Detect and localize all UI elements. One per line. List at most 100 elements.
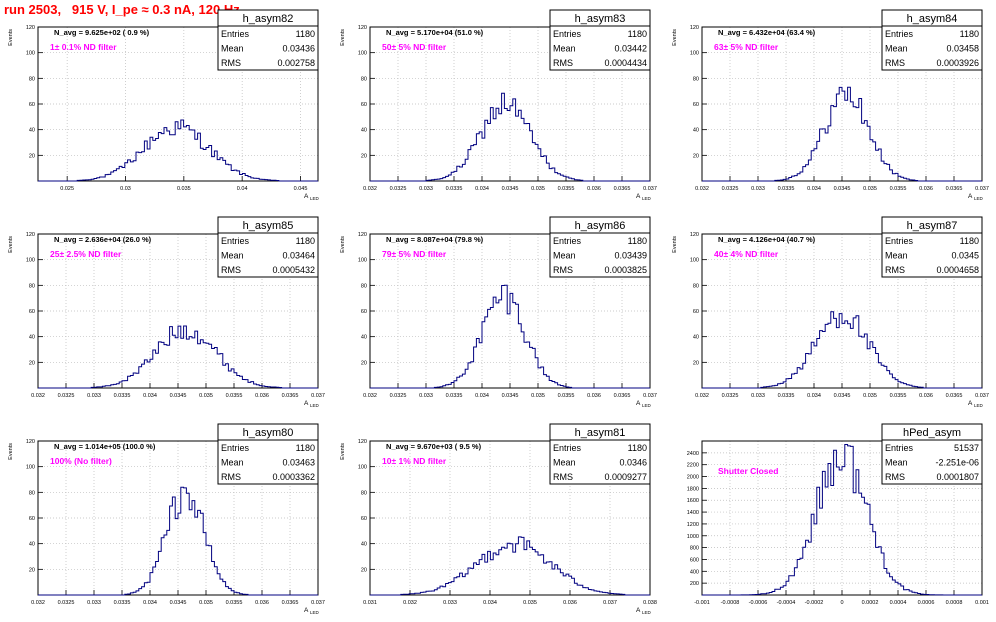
x-tick-label: 0.034	[143, 393, 157, 399]
stats-key-rms: RMS	[885, 472, 905, 482]
y-tick-label: 40	[361, 128, 367, 134]
y-axis-label: Events	[8, 236, 14, 253]
stats-box	[217, 9, 319, 71]
x-tick-label: 0.0335	[778, 393, 795, 399]
stats-box	[549, 423, 651, 485]
x-tick-label: 0.037	[643, 393, 657, 399]
navg-label: N_avg = 5.170e+04 (51.0 %)	[386, 28, 484, 37]
x-tick-label: 0.0008	[946, 600, 963, 606]
x-tick-label: 0.0365	[282, 600, 299, 606]
x-tick-label: 0.001	[975, 600, 989, 606]
panel-hPed_asym: -0.001 -0.0008 -0.0006 -0.0004 -0.0002 0 0.000…	[687, 423, 989, 606]
x-axis-label: A	[636, 193, 641, 200]
histogram-line	[702, 444, 982, 596]
x-axis-label-sub: LED	[974, 196, 984, 201]
x-tick-label: 0.0355	[890, 186, 907, 192]
x-tick-label: -0.0008	[721, 600, 740, 606]
x-tick-label: 0.035	[531, 393, 545, 399]
stats-box	[217, 423, 319, 485]
y-tick-label: 80	[693, 283, 699, 289]
stats-value-rms: 0.0003362	[272, 472, 315, 482]
histogram-line	[702, 311, 982, 389]
y-tick-label: 60	[29, 516, 35, 522]
y-tick-label: 1200	[687, 522, 699, 528]
y-tick-label: 120	[690, 25, 699, 31]
x-tick-label: -0.0004	[777, 600, 796, 606]
x-tick-label: 0.0006	[918, 600, 935, 606]
stats-key-mean: Mean	[221, 458, 244, 468]
x-tick-label: 0.0345	[502, 186, 519, 192]
stats-key-entries: Entries	[553, 236, 582, 246]
stats-value-rms: 0.0001807	[936, 472, 979, 482]
histogram-line	[370, 284, 650, 389]
stats-key-mean: Mean	[553, 44, 576, 54]
y-tick-label: 100	[358, 258, 367, 264]
x-tick-label: 0.035	[531, 186, 545, 192]
stats-key-entries: Entries	[885, 236, 914, 246]
x-tick-label: 0.0355	[890, 393, 907, 399]
x-tick-label: 0.0355	[558, 186, 575, 192]
x-tick-label: -0.0002	[805, 600, 824, 606]
stats-title: hPed_asym	[903, 427, 961, 439]
x-tick-label: 0.0365	[946, 186, 963, 192]
stats-title: h_asym84	[907, 13, 958, 25]
x-tick-label: 0.036	[255, 393, 269, 399]
stats-value-entries: 51537	[954, 443, 979, 453]
stats-title: h_asym86	[575, 220, 626, 232]
x-tick-label: 0.037	[603, 600, 617, 606]
y-axis-label: Events	[672, 236, 678, 253]
x-tick-label: 0.033	[751, 393, 765, 399]
y-tick-label: 20	[361, 153, 367, 159]
x-tick-label: 0.0345	[170, 393, 187, 399]
panel-h_asym84: 0.032 0.0325 0.033 0.0335 0.034 0.0345 0.035 0.…	[672, 9, 989, 201]
y-tick-label: 20	[361, 567, 367, 573]
stats-title: h_asym82	[243, 13, 294, 25]
y-tick-label: 100	[26, 51, 35, 57]
x-tick-label: 0.034	[143, 600, 157, 606]
stats-key-mean: Mean	[221, 251, 244, 261]
y-tick-label: 800	[690, 546, 699, 552]
y-tick-label: 80	[29, 76, 35, 82]
x-tick-label: 0.0325	[390, 186, 407, 192]
x-tick-label: 0.033	[419, 393, 433, 399]
panel-h_asym83: 0.032 0.0325 0.033 0.0335 0.034 0.0345 0.035 0.…	[340, 9, 657, 201]
y-tick-label: 20	[693, 360, 699, 366]
y-tick-label: 120	[358, 25, 367, 31]
navg-label: N_avg = 8.087e+04 (79.8 %)	[386, 235, 484, 244]
x-tick-label: 0.0345	[502, 393, 519, 399]
stats-box	[549, 9, 651, 71]
y-tick-label: 80	[361, 283, 367, 289]
stats-key-mean: Mean	[885, 458, 908, 468]
x-tick-label: 0.036	[255, 600, 269, 606]
x-tick-label: 0.035	[523, 600, 537, 606]
panel-h_asym86: 0.032 0.0325 0.033 0.0335 0.034 0.0345 0.035 0.…	[340, 216, 657, 408]
x-tick-label: 0.036	[919, 186, 933, 192]
stats-value-mean: 0.03439	[614, 251, 647, 261]
stats-value-rms: 0.0004658	[936, 265, 979, 275]
stats-value-entries: 1180	[960, 236, 979, 246]
filter-label: 40± 4% ND filter	[714, 249, 779, 259]
x-axis-label: A	[968, 193, 973, 200]
x-tick-label: 0.025	[60, 186, 74, 192]
x-tick-label: 0.0325	[390, 393, 407, 399]
stats-value-entries: 1180	[296, 29, 315, 39]
x-tick-label: 0.03	[120, 186, 131, 192]
x-tick-label: 0.0345	[834, 186, 851, 192]
y-tick-label: 80	[693, 76, 699, 82]
x-tick-label: 0.037	[311, 393, 325, 399]
stats-key-mean: Mean	[553, 458, 576, 468]
y-tick-label: 1000	[687, 534, 699, 540]
y-tick-label: 80	[361, 490, 367, 496]
x-tick-label: 0.034	[483, 600, 497, 606]
stats-value-rms: 0.0003825	[604, 265, 647, 275]
x-tick-label: 0.033	[751, 186, 765, 192]
y-tick-label: 60	[29, 309, 35, 315]
stats-key-entries: Entries	[221, 236, 250, 246]
x-axis-label-sub: LED	[310, 403, 320, 408]
stats-key-rms: RMS	[221, 472, 241, 482]
y-tick-label: 100	[26, 258, 35, 264]
filter-label: 100% (No filter)	[50, 456, 112, 466]
stats-value-mean: -2.251e-06	[935, 458, 979, 468]
filter-label: 10± 1% ND filter	[382, 456, 447, 466]
